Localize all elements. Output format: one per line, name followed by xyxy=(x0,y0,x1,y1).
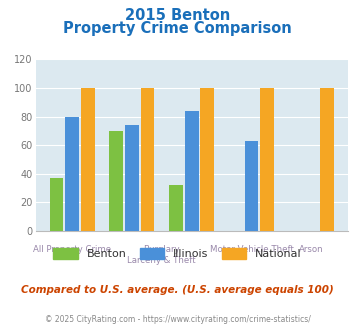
Bar xyxy=(125,125,139,231)
Text: 2015 Benton: 2015 Benton xyxy=(125,8,230,23)
Text: Arson: Arson xyxy=(299,245,324,254)
Text: © 2025 CityRating.com - https://www.cityrating.com/crime-statistics/: © 2025 CityRating.com - https://www.city… xyxy=(45,315,310,324)
Bar xyxy=(260,88,274,231)
Text: All Property Crime: All Property Crime xyxy=(33,245,111,254)
Text: Larceny & Theft: Larceny & Theft xyxy=(127,256,196,265)
Bar xyxy=(50,178,64,231)
Bar xyxy=(65,116,79,231)
Text: Compared to U.S. average. (U.S. average equals 100): Compared to U.S. average. (U.S. average … xyxy=(21,285,334,295)
Text: Motor Vehicle Theft: Motor Vehicle Theft xyxy=(209,245,294,254)
Bar xyxy=(185,111,198,231)
Bar xyxy=(245,141,258,231)
Bar xyxy=(320,88,334,231)
Bar xyxy=(200,88,214,231)
Bar xyxy=(109,131,123,231)
Text: Burglary: Burglary xyxy=(143,245,180,254)
Text: Property Crime Comparison: Property Crime Comparison xyxy=(63,21,292,36)
Bar xyxy=(169,185,183,231)
Bar xyxy=(141,88,154,231)
Legend: Benton, Illinois, National: Benton, Illinois, National xyxy=(49,244,306,263)
Bar xyxy=(81,88,94,231)
